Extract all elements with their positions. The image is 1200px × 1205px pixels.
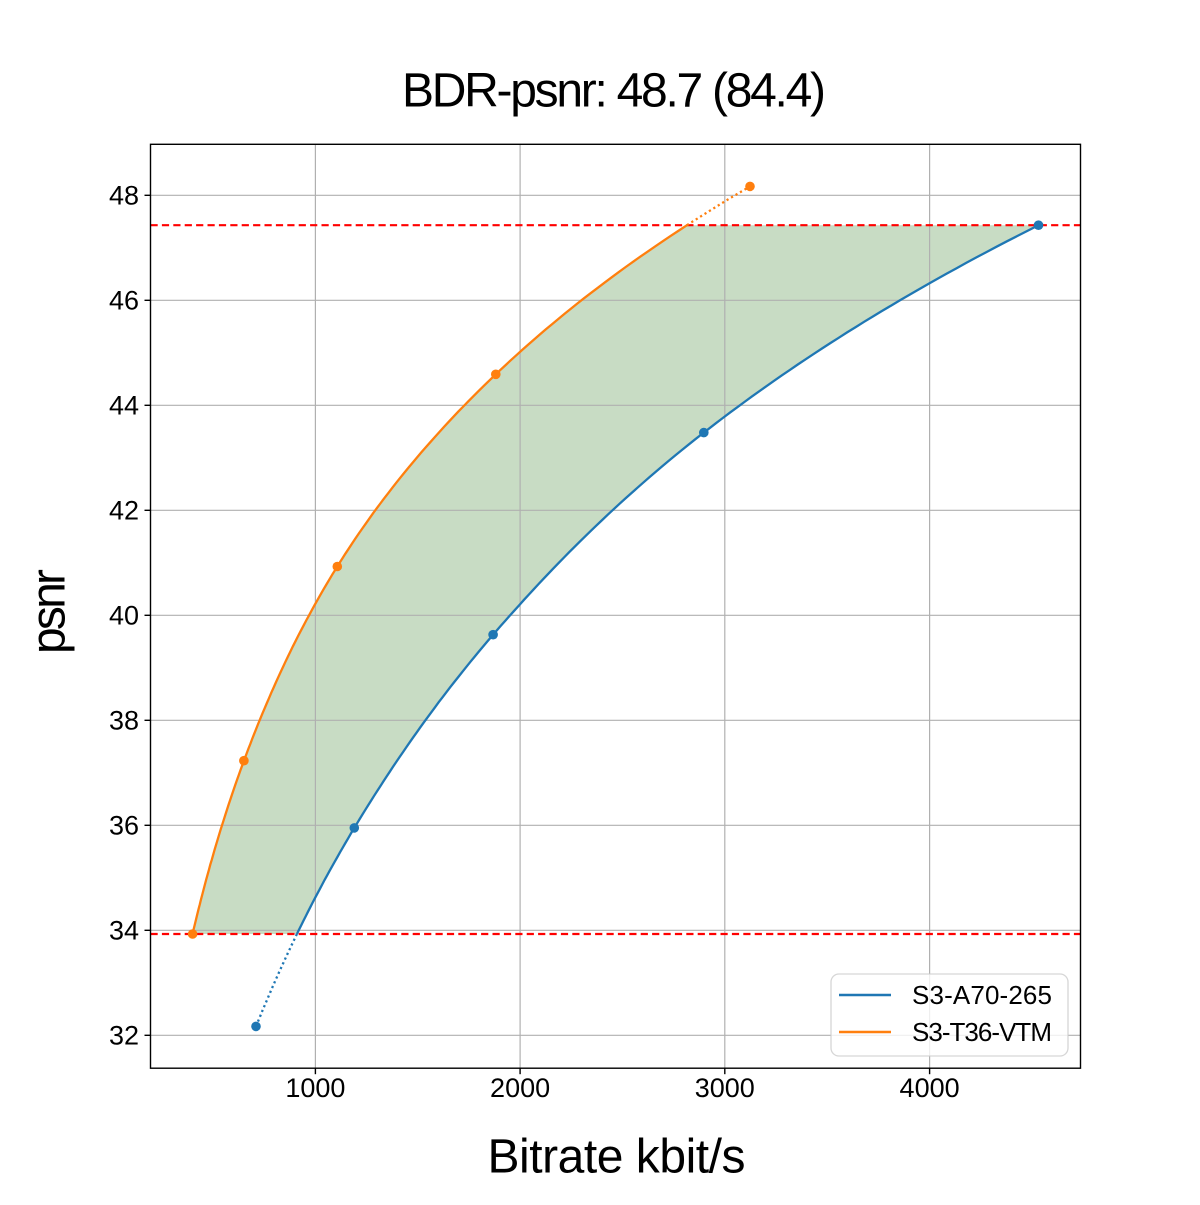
svg-text:40: 40: [109, 600, 139, 630]
svg-text:2000: 2000: [490, 1073, 550, 1103]
svg-text:S3-T36-VTM: S3-T36-VTM: [912, 1017, 1052, 1047]
svg-text:4000: 4000: [900, 1073, 960, 1103]
svg-text:46: 46: [109, 285, 139, 315]
svg-text:42: 42: [109, 495, 139, 525]
svg-text:Bitrate kbit/s: Bitrate kbit/s: [488, 1130, 746, 1183]
svg-text:48: 48: [109, 180, 139, 210]
svg-text:38: 38: [109, 705, 139, 735]
svg-text:psnr: psnr: [22, 569, 75, 654]
svg-text:36: 36: [109, 810, 139, 840]
svg-text:44: 44: [109, 390, 139, 420]
svg-text:3000: 3000: [695, 1073, 755, 1103]
svg-text:S3-A70-265: S3-A70-265: [912, 980, 1052, 1010]
svg-text:34: 34: [109, 915, 139, 945]
svg-text:1000: 1000: [285, 1073, 345, 1103]
svg-text:32: 32: [109, 1020, 139, 1050]
svg-text:BDR-psnr: 48.7 (84.4): BDR-psnr: 48.7 (84.4): [402, 65, 826, 118]
